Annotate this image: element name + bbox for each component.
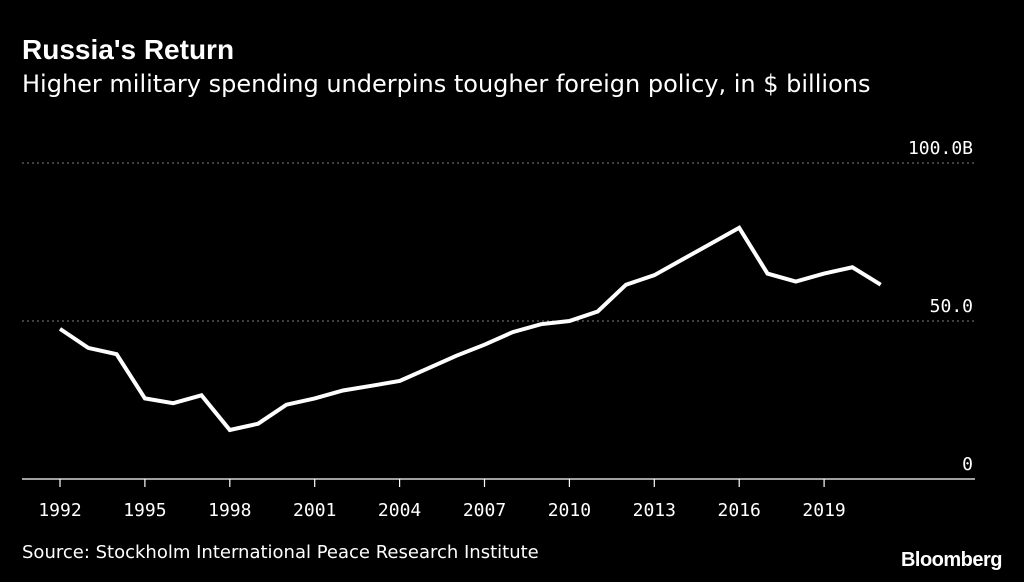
x-tick-label: 2001 bbox=[293, 500, 336, 521]
x-tick-label: 2016 bbox=[718, 500, 761, 521]
x-tick-label: 1998 bbox=[208, 500, 251, 521]
x-tick-label: 2004 bbox=[378, 500, 421, 521]
source-note: Source: Stockholm International Peace Re… bbox=[22, 542, 539, 563]
x-tick-label: 1995 bbox=[123, 500, 166, 521]
x-tick-label: 1992 bbox=[38, 500, 81, 521]
x-tick-label: 2013 bbox=[633, 500, 676, 521]
chart-title: Russia's Return bbox=[22, 34, 235, 65]
x-tick-label: 2010 bbox=[548, 500, 591, 521]
bloomberg-logo: Bloomberg bbox=[900, 549, 1003, 571]
series-line bbox=[58, 225, 882, 433]
x-tick-label: 2019 bbox=[802, 500, 845, 521]
y-tick-label: 100.0B bbox=[908, 138, 973, 159]
y-tick-label: 0 bbox=[962, 454, 973, 475]
chart-subtitle: Higher military spending underpins tough… bbox=[22, 70, 871, 98]
x-tick-label: 2007 bbox=[463, 500, 506, 521]
y-tick-label: 50.0 bbox=[930, 296, 973, 317]
